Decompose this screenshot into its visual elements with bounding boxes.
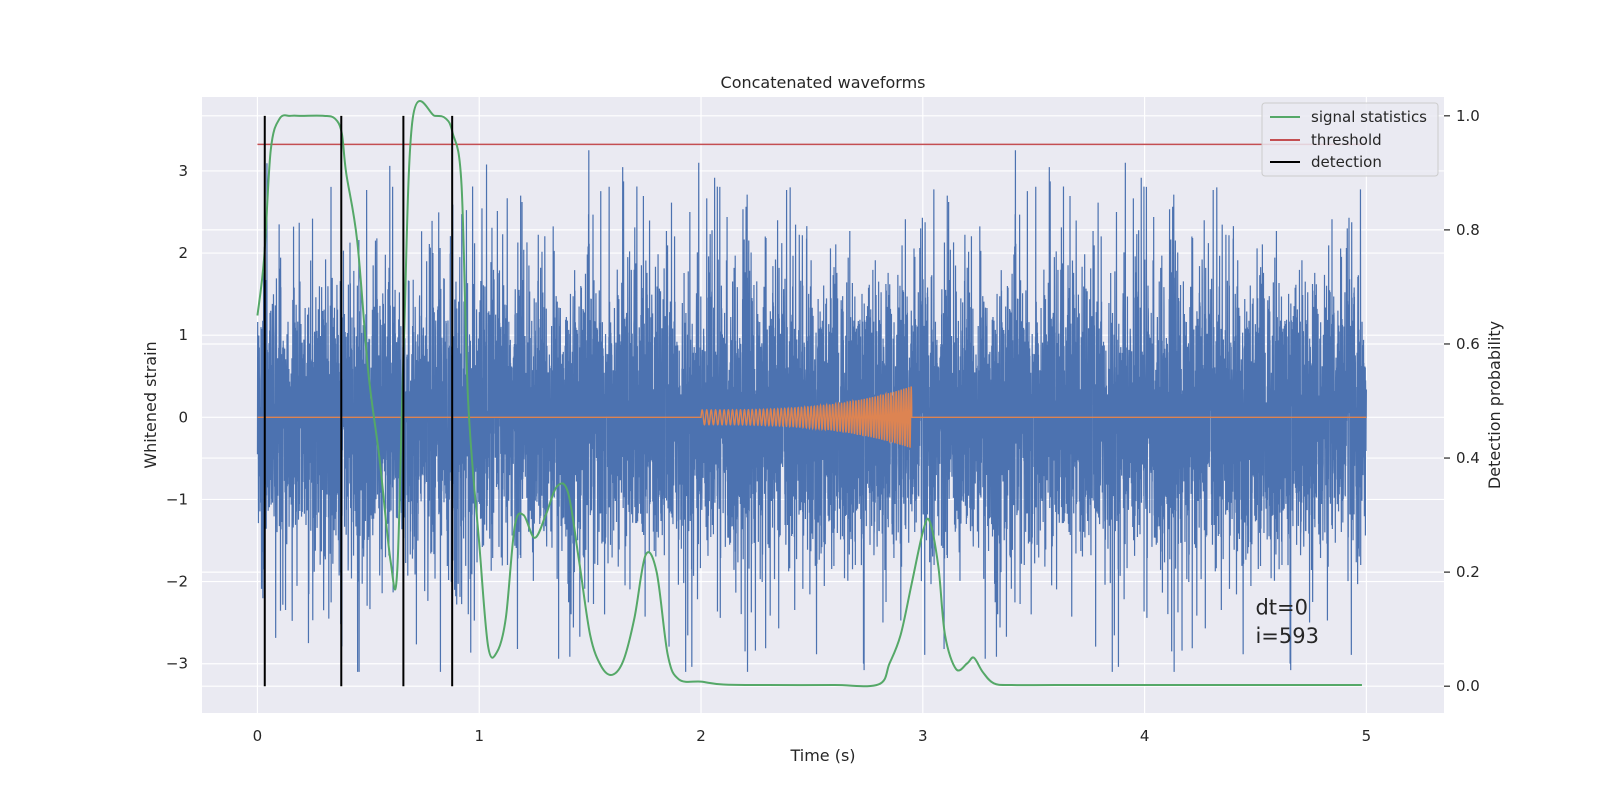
y2-tick-label-1: 0.2 bbox=[1456, 563, 1480, 581]
y-tick-label-5: 2 bbox=[178, 244, 188, 262]
y2-axis-title: Detection probability bbox=[1485, 321, 1504, 489]
x-tick-label-1: 1 bbox=[474, 727, 484, 745]
legend-label-threshold: threshold bbox=[1311, 131, 1382, 149]
legend-box bbox=[1261, 102, 1439, 177]
statistics-series bbox=[256, 100, 1362, 688]
y-axis-title: Whitened strain bbox=[141, 341, 160, 468]
y2-axis-ticks: 0.0 0.2 0.4 0.6 0.8 1.0 bbox=[1444, 107, 1480, 695]
detection-series bbox=[263, 115, 454, 687]
y-tick-label-0: −3 bbox=[166, 655, 188, 673]
y-tick-label-3: 0 bbox=[178, 408, 188, 426]
x-tick-label-4: 4 bbox=[1140, 727, 1150, 745]
x-tick-label-2: 2 bbox=[696, 727, 706, 745]
y2-tick-label-4: 0.8 bbox=[1456, 221, 1480, 239]
y-tick-label-2: −1 bbox=[166, 490, 188, 508]
y2-tick-label-3: 0.6 bbox=[1456, 335, 1480, 353]
annotations: dt=0 i=593 bbox=[1255, 595, 1319, 648]
y2-tick-label-0: 0.0 bbox=[1456, 677, 1480, 695]
legend-label-detection: detection bbox=[1311, 153, 1382, 171]
x-axis-ticks: 0 1 2 3 4 5 bbox=[253, 727, 1371, 745]
y-tick-label-1: −2 bbox=[166, 573, 188, 591]
annotation-0: dt=0 bbox=[1255, 595, 1308, 619]
y2-tick-label-2: 0.4 bbox=[1456, 449, 1480, 467]
annotation-1: i=593 bbox=[1255, 624, 1319, 648]
template-line bbox=[257, 386, 1367, 448]
y-tick-label-6: 3 bbox=[178, 162, 188, 180]
y2-tick-label-5: 1.0 bbox=[1456, 107, 1480, 125]
x-tick-label-3: 3 bbox=[918, 727, 928, 745]
legend: signal statistics threshold detection bbox=[1261, 102, 1439, 177]
y-tick-label-4: 1 bbox=[178, 326, 188, 344]
chart-title: Concatenated waveforms bbox=[721, 73, 926, 92]
x-tick-label-5: 5 bbox=[1362, 727, 1372, 745]
y-axis-ticks: −3 −2 −1 0 1 2 3 bbox=[166, 162, 188, 673]
x-axis-title: Time (s) bbox=[789, 746, 855, 765]
legend-label-statistics: signal statistics bbox=[1311, 108, 1427, 126]
x-tick-label-0: 0 bbox=[253, 727, 263, 745]
template-series bbox=[257, 386, 1367, 448]
statistics-line bbox=[256, 100, 1362, 688]
